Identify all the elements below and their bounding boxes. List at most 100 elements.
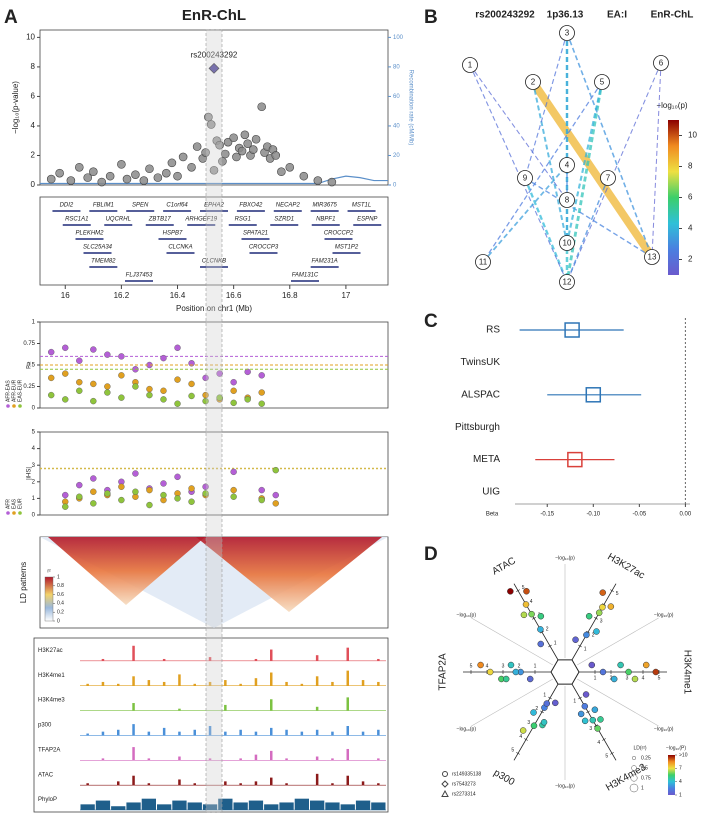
radial-tick-label: 4 xyxy=(519,734,522,740)
track-signal xyxy=(80,804,95,810)
radial-axis xyxy=(513,683,559,761)
point xyxy=(62,396,69,403)
track-signal xyxy=(147,680,151,686)
snp-point xyxy=(585,612,593,620)
track-name: H3K4me3 xyxy=(38,698,65,704)
node-label: 7 xyxy=(606,174,611,183)
point xyxy=(146,391,153,399)
gene-name: ARHGEF19 xyxy=(184,217,217,223)
track-signal xyxy=(377,783,380,786)
point xyxy=(258,372,265,379)
axis-label: −log₁₀(p) xyxy=(654,726,674,732)
legend-symbol xyxy=(441,789,449,797)
track-signal xyxy=(193,729,196,736)
point xyxy=(62,491,69,499)
category-label: META xyxy=(473,454,500,465)
radial-tick xyxy=(548,696,552,700)
track-signal xyxy=(315,655,319,661)
y-axis-label: Fₛₜ xyxy=(27,361,33,369)
point xyxy=(174,473,181,481)
x-tick-label: 0.00 xyxy=(680,512,692,518)
track-signal xyxy=(208,657,212,661)
point xyxy=(188,485,195,492)
track-signal xyxy=(239,783,242,786)
snp-point xyxy=(572,636,579,643)
panel-letter: D xyxy=(424,544,438,565)
y2-tick-label: 80 xyxy=(393,64,400,70)
track-signal xyxy=(310,800,325,810)
gene-name: HSPB7 xyxy=(163,231,183,237)
ld-legend-title: LD(r²) xyxy=(633,745,646,751)
track-signal xyxy=(270,649,273,661)
ld-size-label: 0.25 xyxy=(641,755,651,761)
edge xyxy=(523,177,569,283)
track-signal xyxy=(239,758,242,761)
legend-tick-label: 0 xyxy=(57,618,60,624)
track-signal xyxy=(285,758,288,761)
x-tick-label: 16.2 xyxy=(114,291,130,300)
snp-point xyxy=(131,170,140,179)
node-label: 5 xyxy=(600,78,605,87)
point xyxy=(160,387,167,394)
y-tick-label: 8 xyxy=(31,62,36,71)
y-tick-label: 0 xyxy=(31,180,36,189)
snp-point xyxy=(526,675,534,683)
snp-point xyxy=(519,727,527,734)
radial-tick xyxy=(578,696,582,700)
track-signal xyxy=(377,658,380,661)
edge xyxy=(482,81,603,263)
node-label: 10 xyxy=(563,239,572,248)
legend-label: rs2273314 xyxy=(452,791,476,797)
point xyxy=(90,500,97,507)
radial-tick-label: 1 xyxy=(573,698,576,704)
colorbar-tick-label: 2 xyxy=(688,255,693,264)
point xyxy=(160,354,167,362)
track-signal xyxy=(147,758,151,761)
gene-name: SPEN xyxy=(132,203,149,209)
axis-label: −log₁₀(p) xyxy=(457,612,477,618)
snp-point xyxy=(218,157,227,166)
track-signal xyxy=(315,756,319,761)
track-signal xyxy=(248,800,264,810)
point xyxy=(258,400,265,407)
snp-point xyxy=(243,139,252,148)
point xyxy=(160,480,167,487)
edge xyxy=(532,81,568,244)
legend-swatch xyxy=(18,404,22,408)
point xyxy=(118,353,125,360)
track-signal xyxy=(285,729,288,736)
track-signal xyxy=(224,731,227,736)
point xyxy=(230,379,237,386)
track-label: ATAC xyxy=(490,555,517,577)
track-signal xyxy=(331,783,334,786)
track-signal xyxy=(132,775,135,786)
track-signal xyxy=(178,779,181,786)
y-tick-label: 2 xyxy=(32,479,36,485)
point xyxy=(230,387,237,394)
colorbar-tick-label: 10 xyxy=(688,131,697,140)
track-signal xyxy=(279,802,294,810)
radial-tick xyxy=(610,589,614,592)
track-name: TFAP2A xyxy=(38,747,60,753)
track-signal xyxy=(294,798,309,810)
x-tick-label: -0.10 xyxy=(586,512,600,518)
point xyxy=(48,348,55,356)
snp-point xyxy=(271,151,281,160)
node-label: 12 xyxy=(563,278,572,287)
track-signal xyxy=(132,676,135,686)
track-signal xyxy=(193,683,196,686)
point xyxy=(202,490,209,497)
track-label: H3K4me1 xyxy=(681,650,692,695)
panel-letter: A xyxy=(4,7,18,28)
snp-point xyxy=(512,668,520,676)
gene-box xyxy=(39,196,389,286)
gene-name: MST1P2 xyxy=(335,245,359,251)
radial-tick-label: 2 xyxy=(535,706,538,712)
lead-snp xyxy=(208,62,220,74)
point xyxy=(230,493,237,500)
point xyxy=(62,344,69,351)
point xyxy=(62,503,69,510)
point xyxy=(90,397,97,405)
point xyxy=(174,344,181,351)
radial-tick-label: 4 xyxy=(642,675,645,681)
